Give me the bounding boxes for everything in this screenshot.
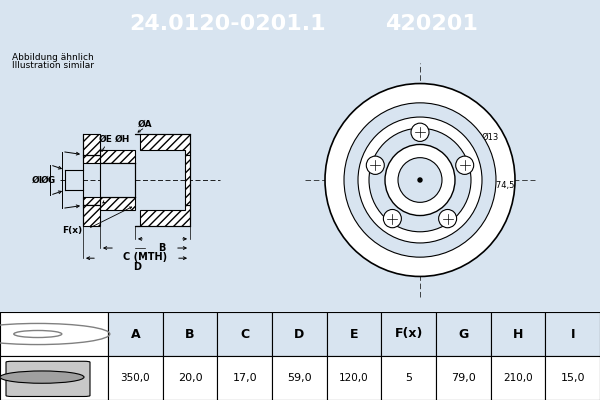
Bar: [0, 312, 108, 356]
Bar: [272, 356, 326, 400]
Bar: [100, 163, 135, 197]
Text: F(x): F(x): [394, 328, 423, 340]
Bar: [491, 312, 545, 356]
Polygon shape: [135, 134, 190, 155]
Text: Ø12,6: Ø12,6: [430, 150, 455, 159]
Text: Ø13: Ø13: [482, 133, 499, 142]
Text: B: B: [185, 328, 195, 340]
Bar: [382, 312, 436, 356]
Polygon shape: [83, 134, 100, 155]
Bar: [491, 356, 545, 400]
Text: 59,0: 59,0: [287, 373, 311, 383]
Text: H: H: [513, 328, 523, 340]
Circle shape: [358, 117, 482, 243]
Polygon shape: [83, 155, 100, 163]
Text: ØE: ØE: [99, 135, 113, 144]
Bar: [163, 312, 217, 356]
Bar: [326, 356, 382, 400]
Bar: [272, 312, 326, 356]
Text: ØG: ØG: [41, 176, 56, 184]
Text: ØI: ØI: [32, 176, 43, 184]
Bar: [326, 312, 382, 356]
Bar: [436, 356, 491, 400]
Bar: [163, 356, 217, 400]
Bar: [217, 312, 272, 356]
Bar: [382, 356, 436, 400]
Text: I: I: [571, 328, 575, 340]
Text: Ø174,5: Ø174,5: [485, 180, 515, 190]
Circle shape: [0, 371, 84, 383]
Circle shape: [398, 158, 442, 202]
Text: A: A: [131, 328, 140, 340]
Polygon shape: [83, 197, 100, 205]
Circle shape: [455, 156, 473, 174]
Text: Abbildung ähnlich: Abbildung ähnlich: [12, 53, 94, 62]
Text: E: E: [350, 328, 358, 340]
Circle shape: [369, 128, 471, 232]
Bar: [545, 356, 600, 400]
Text: F(x): F(x): [62, 226, 82, 235]
Text: 120,0: 120,0: [339, 373, 369, 383]
Text: 24.0120-0201.1: 24.0120-0201.1: [130, 14, 326, 34]
Text: 15,0: 15,0: [560, 373, 585, 383]
Text: 210,0: 210,0: [503, 373, 533, 383]
Text: 79,0: 79,0: [451, 373, 476, 383]
Polygon shape: [100, 197, 135, 210]
Polygon shape: [83, 205, 100, 226]
Text: ØA: ØA: [137, 120, 152, 129]
Polygon shape: [135, 205, 190, 226]
Bar: [436, 312, 491, 356]
Text: 420201: 420201: [386, 14, 478, 34]
Circle shape: [439, 210, 457, 228]
Text: D: D: [133, 262, 141, 272]
Text: C (MTH): C (MTH): [123, 252, 167, 262]
Circle shape: [344, 103, 496, 257]
Text: 20,0: 20,0: [178, 373, 202, 383]
Text: Illustration similar: Illustration similar: [12, 61, 94, 70]
Text: G: G: [458, 328, 469, 340]
Circle shape: [325, 84, 515, 276]
Bar: [108, 312, 163, 356]
Text: D: D: [294, 328, 304, 340]
Text: ØH: ØH: [115, 135, 130, 144]
Circle shape: [367, 156, 385, 174]
Text: 17,0: 17,0: [232, 373, 257, 383]
Circle shape: [385, 144, 455, 216]
Circle shape: [418, 178, 422, 182]
Text: C: C: [240, 328, 249, 340]
Text: B: B: [158, 243, 166, 253]
Text: 350,0: 350,0: [121, 373, 150, 383]
FancyBboxPatch shape: [6, 361, 90, 396]
Text: 5: 5: [405, 373, 412, 383]
Circle shape: [383, 210, 401, 228]
Bar: [545, 312, 600, 356]
Circle shape: [411, 123, 429, 142]
Bar: [108, 356, 163, 400]
Polygon shape: [100, 150, 135, 163]
Polygon shape: [185, 155, 190, 205]
Bar: [0, 356, 108, 400]
Bar: [65, 170, 83, 190]
Bar: [217, 356, 272, 400]
